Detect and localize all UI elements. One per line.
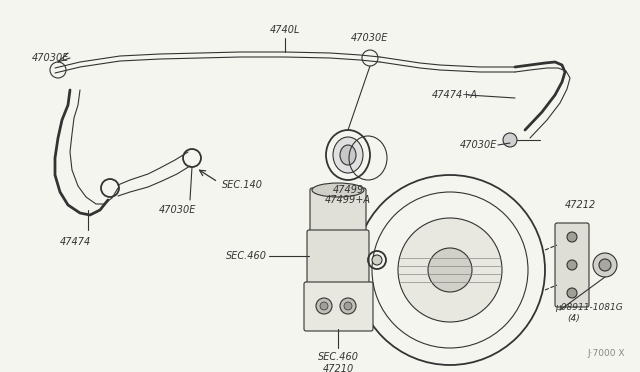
Text: 47212: 47212 <box>564 200 596 210</box>
Text: SEC.460: SEC.460 <box>317 352 358 362</box>
Text: SEC.140: SEC.140 <box>222 180 263 190</box>
Text: J·7000 X: J·7000 X <box>588 349 625 358</box>
Text: 4740L: 4740L <box>270 25 300 35</box>
Circle shape <box>340 298 356 314</box>
Text: 47474: 47474 <box>60 237 91 247</box>
Ellipse shape <box>312 183 364 197</box>
Circle shape <box>567 288 577 298</box>
Text: 47499+A: 47499+A <box>325 195 371 205</box>
Text: 47210: 47210 <box>323 364 354 372</box>
FancyBboxPatch shape <box>304 282 373 331</box>
Text: 47499: 47499 <box>332 185 364 195</box>
Ellipse shape <box>333 137 363 173</box>
FancyBboxPatch shape <box>307 230 369 286</box>
Text: 47030E: 47030E <box>351 33 388 43</box>
Circle shape <box>316 298 332 314</box>
Circle shape <box>372 255 382 265</box>
Circle shape <box>503 133 517 147</box>
Circle shape <box>567 260 577 270</box>
Circle shape <box>320 302 328 310</box>
Text: 47030E: 47030E <box>159 205 196 215</box>
Text: (4): (4) <box>567 314 580 324</box>
Text: 47030E: 47030E <box>32 53 69 63</box>
Circle shape <box>344 302 352 310</box>
Ellipse shape <box>340 145 356 165</box>
Text: µ08911-1081G: µ08911-1081G <box>555 302 623 311</box>
Circle shape <box>593 253 617 277</box>
Circle shape <box>428 248 472 292</box>
Circle shape <box>398 218 502 322</box>
Circle shape <box>599 259 611 271</box>
Text: 47474+A: 47474+A <box>432 90 478 100</box>
FancyBboxPatch shape <box>555 223 589 307</box>
Text: 47030E: 47030E <box>460 140 497 150</box>
Text: SEC.460: SEC.460 <box>226 251 267 261</box>
Circle shape <box>567 232 577 242</box>
FancyBboxPatch shape <box>310 188 366 234</box>
